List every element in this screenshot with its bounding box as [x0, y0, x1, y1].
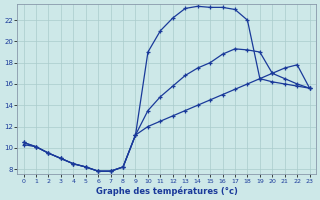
X-axis label: Graphe des températures (°c): Graphe des températures (°c): [96, 186, 237, 196]
